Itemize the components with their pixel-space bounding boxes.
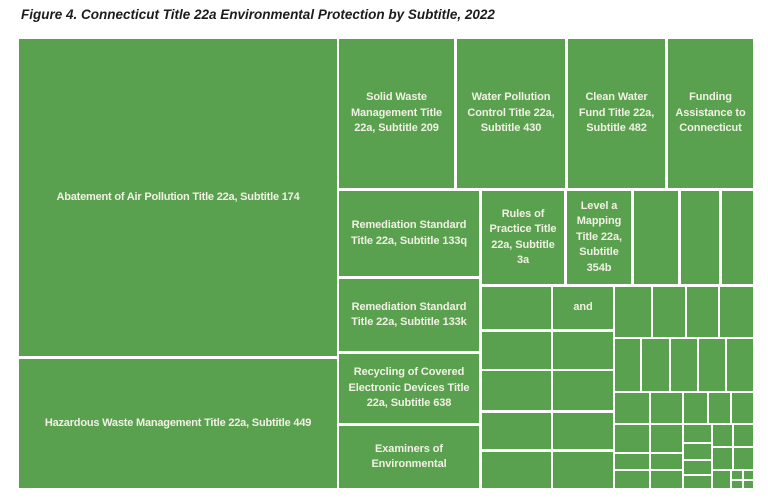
treemap-cell[interactable] — [553, 371, 613, 410]
treemap-cell[interactable] — [615, 287, 651, 337]
treemap-cell[interactable] — [615, 393, 649, 423]
treemap-cell[interactable] — [634, 191, 678, 284]
treemap-cell[interactable] — [615, 471, 649, 488]
treemap-cell-label: Abatement of Air Pollution Title 22a, Su… — [56, 190, 300, 203]
treemap-cell-label: and — [573, 301, 593, 314]
treemap-cell[interactable] — [482, 287, 551, 329]
treemap-cell-label: Recycling of Covered Electronic Devices … — [348, 366, 470, 410]
treemap-cell[interactable] — [553, 413, 613, 449]
figure-title: Figure 4. Connecticut Title 22a Environm… — [21, 7, 495, 22]
treemap-cell[interactable]: Rules of Practice Title 22a, Subtitle 3a — [482, 191, 564, 284]
treemap-cell-label: Clean Water Fund Title 22a, Subtitle 482 — [578, 91, 655, 135]
treemap-cell-label: Rules of Practice Title 22a, Subtitle 3a — [489, 207, 557, 266]
treemap-cell[interactable] — [671, 339, 697, 391]
treemap-cell[interactable] — [553, 332, 613, 369]
treemap-cell[interactable] — [653, 287, 685, 337]
treemap-cell[interactable]: Remediation Standard Title 22a, Subtitle… — [339, 191, 479, 276]
treemap-cell[interactable] — [744, 471, 753, 479]
treemap-cell[interactable] — [734, 425, 753, 446]
treemap-cell[interactable] — [482, 371, 551, 410]
treemap-cell[interactable] — [482, 332, 551, 369]
treemap-cell[interactable] — [615, 339, 640, 391]
treemap-cell[interactable] — [684, 461, 711, 474]
treemap-cell[interactable] — [651, 471, 682, 488]
treemap-cell[interactable] — [732, 471, 742, 479]
treemap-cell[interactable]: Funding Assistance to Connecticut — [668, 39, 753, 188]
treemap-cell[interactable] — [651, 393, 682, 423]
treemap-cell-label: Level a Mapping Title 22a, Subtitle 354b — [576, 200, 622, 274]
treemap-cell[interactable] — [651, 454, 682, 469]
treemap-cell-label: Funding Assistance to Connecticut — [675, 91, 746, 135]
treemap-cell[interactable] — [684, 425, 711, 442]
treemap-cell-label: Examiners of Environmental — [371, 442, 447, 470]
treemap-cell[interactable]: Abatement of Air Pollution Title 22a, Su… — [19, 39, 337, 356]
treemap-cell[interactable]: Recycling of Covered Electronic Devices … — [339, 354, 479, 423]
treemap-cell-label: Solid Waste Management Title 22a, Subtit… — [350, 91, 443, 135]
treemap-cell[interactable] — [687, 287, 718, 337]
treemap-cell[interactable] — [732, 393, 753, 423]
treemap-cell[interactable] — [684, 476, 711, 488]
treemap-cell[interactable]: and — [553, 287, 613, 329]
treemap-cell[interactable] — [699, 339, 725, 391]
treemap-cell[interactable] — [727, 339, 753, 391]
treemap-cell[interactable] — [482, 413, 551, 449]
treemap-cell[interactable] — [713, 448, 732, 469]
treemap-cell[interactable] — [713, 425, 732, 446]
treemap-cell-label: Water Pollution Control Title 22a, Subti… — [467, 91, 555, 135]
treemap-cell[interactable] — [681, 191, 719, 284]
treemap-cell[interactable]: Remediation Standard Title 22a, Subtitle… — [339, 279, 479, 351]
treemap-cell[interactable] — [713, 471, 730, 488]
treemap-cell[interactable]: Water Pollution Control Title 22a, Subti… — [457, 39, 565, 188]
treemap-cell[interactable] — [642, 339, 669, 391]
treemap-cell[interactable] — [684, 393, 707, 423]
treemap-cell[interactable]: Level a Mapping Title 22a, Subtitle 354b — [567, 191, 631, 284]
treemap-cell[interactable]: Clean Water Fund Title 22a, Subtitle 482 — [568, 39, 665, 188]
treemap-cell-label: Remediation Standard Title 22a, Subtitle… — [351, 219, 467, 247]
treemap-cell[interactable] — [722, 191, 753, 284]
treemap-cell[interactable]: Hazardous Waste Management Title 22a, Su… — [19, 359, 337, 488]
treemap-cell[interactable] — [684, 444, 711, 459]
treemap-cell[interactable] — [553, 452, 613, 488]
treemap-cell[interactable] — [709, 393, 730, 423]
treemap-cell-label: Remediation Standard Title 22a, Subtitle… — [351, 300, 467, 328]
treemap-cell[interactable]: Examiners of Environmental — [339, 426, 479, 488]
treemap-cell[interactable] — [482, 452, 551, 488]
treemap-cell[interactable] — [732, 481, 742, 488]
treemap-cell[interactable] — [720, 287, 753, 337]
treemap-cell[interactable] — [744, 481, 753, 488]
treemap-cell[interactable] — [651, 425, 682, 452]
treemap-cell[interactable] — [615, 425, 649, 452]
treemap-cell[interactable] — [734, 448, 753, 469]
treemap-cell[interactable] — [615, 454, 649, 469]
treemap-cell[interactable]: Solid Waste Management Title 22a, Subtit… — [339, 39, 454, 188]
treemap-cell-label: Hazardous Waste Management Title 22a, Su… — [44, 416, 312, 429]
